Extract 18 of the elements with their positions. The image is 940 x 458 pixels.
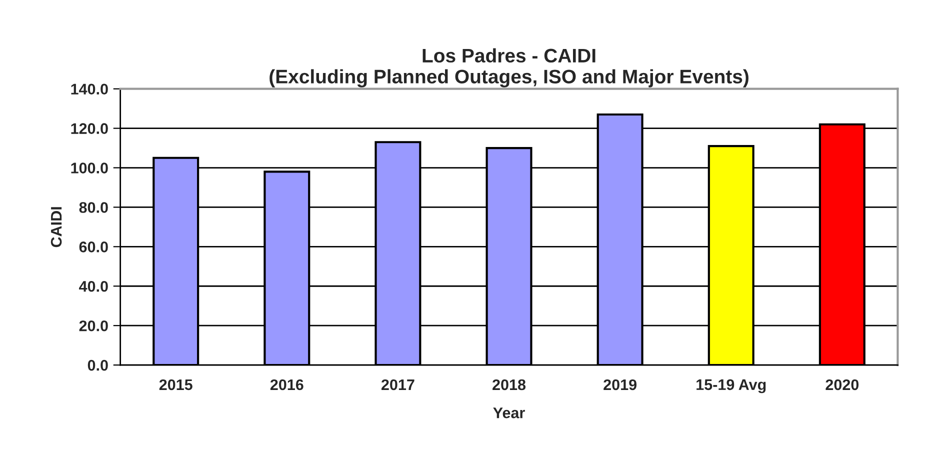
y-axis-title: CAIDI xyxy=(50,207,62,248)
x-tick-label: 2015 xyxy=(159,379,192,390)
chart-title: Los Padres - CAIDI (Excluding Planned Outages, ISO and Major Events) xyxy=(270,48,748,88)
y-tick-label: 100.0 xyxy=(71,162,108,174)
x-tick-label: 15-19 Avg xyxy=(696,379,766,394)
y-tick-label: 140.0 xyxy=(71,84,108,95)
y-tick-label: 0.0 xyxy=(88,360,108,371)
x-tick-label: 2020 xyxy=(826,379,859,390)
x-axis-title: Year xyxy=(493,408,525,418)
x-tick-label: 2018 xyxy=(492,379,526,390)
y-tick-label: 20.0 xyxy=(79,320,108,332)
y-tick-label: 80.0 xyxy=(79,202,108,213)
y-tick-label: 60.0 xyxy=(79,242,108,252)
x-tick-label: 2017 xyxy=(381,379,414,390)
x-tick-label: 2016 xyxy=(270,379,304,390)
y-tick-label: 120.0 xyxy=(71,123,108,134)
x-tick-label: 2019 xyxy=(604,379,636,390)
y-tick-label: 40.0 xyxy=(79,280,108,292)
